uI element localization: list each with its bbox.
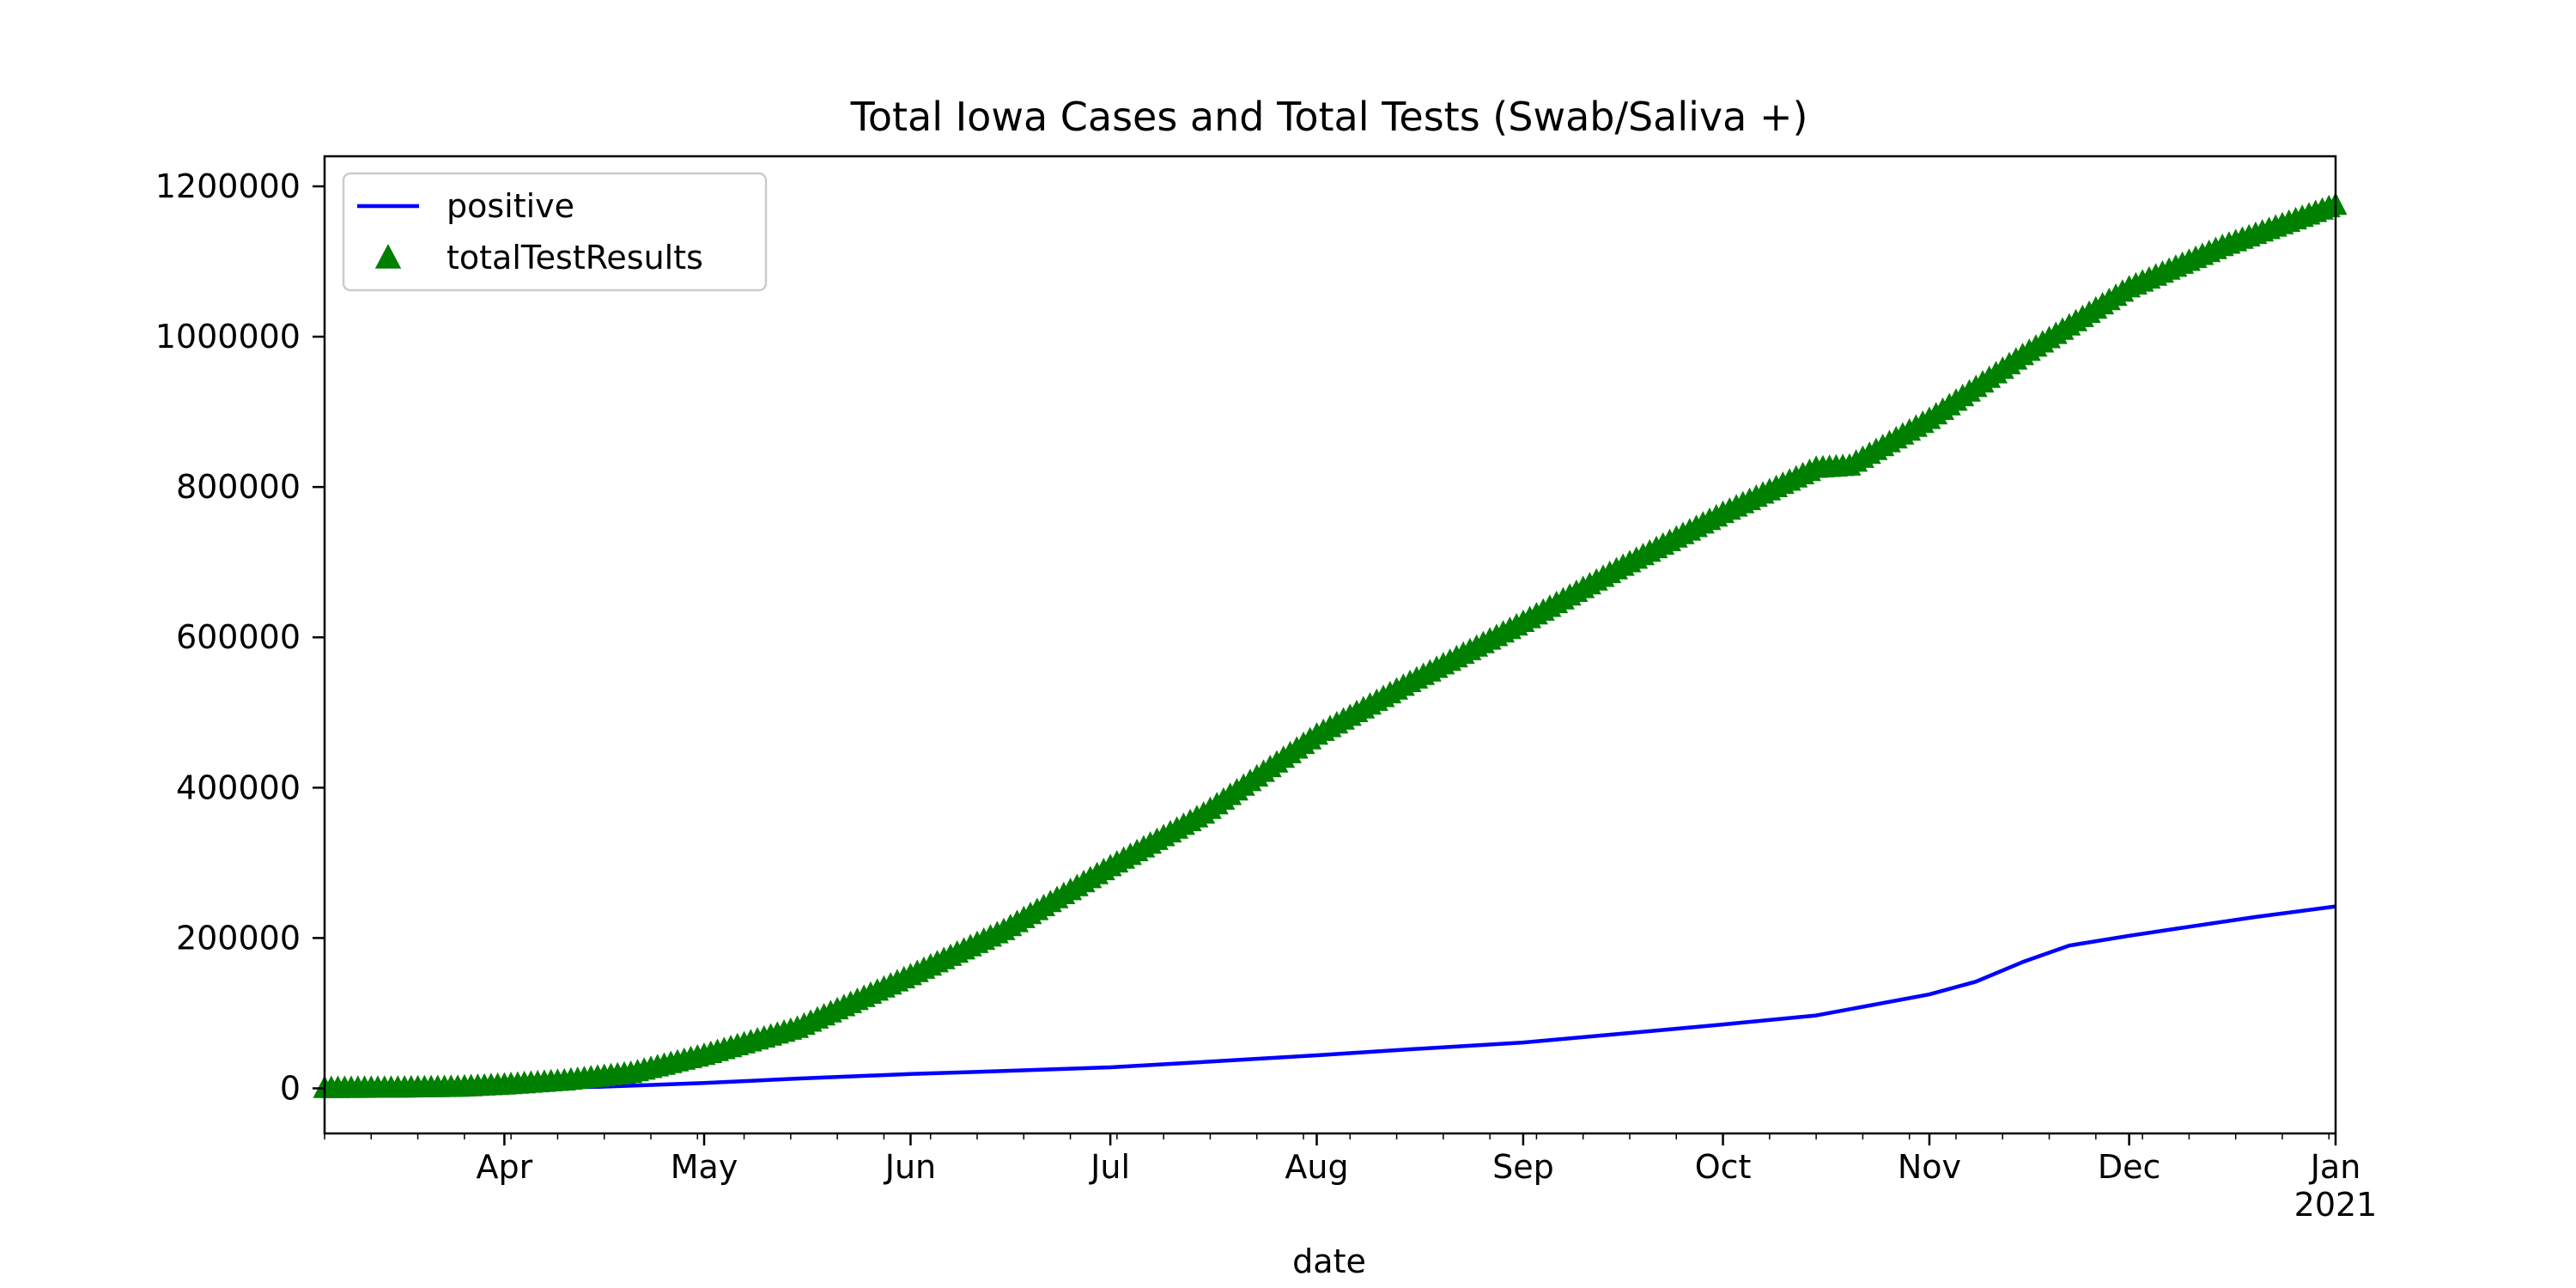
y-tick-label: 800000 — [176, 468, 301, 506]
x-tick-label: Apr — [477, 1148, 533, 1186]
chart-title: Total Iowa Cases and Total Tests (Swab/S… — [850, 94, 1808, 140]
x-tick-label: May — [671, 1148, 738, 1186]
series-positive — [324, 904, 2336, 1091]
y-tick-label: 400000 — [176, 769, 301, 806]
plot-frame — [323, 155, 2337, 1135]
y-tick-label: 1000000 — [155, 318, 301, 355]
legend-triangle-swatch — [374, 244, 402, 269]
x-tick-label: Oct — [1695, 1148, 1752, 1186]
legend-label: totalTestResults — [447, 239, 703, 276]
x-tick-label: Dec — [2098, 1148, 2161, 1186]
x-year-label: 2021 — [2294, 1186, 2378, 1224]
plot-area — [313, 191, 2348, 1098]
x-axis-label: date — [1292, 1242, 1366, 1280]
positive-line — [324, 904, 2336, 1091]
legend-label: positive — [447, 187, 574, 225]
x-tick-label: Aug — [1285, 1148, 1348, 1186]
x-tick-label: Nov — [1898, 1148, 1961, 1186]
y-tick-label: 600000 — [176, 618, 301, 656]
x-tick-label: Jan — [2309, 1148, 2361, 1186]
x-tick-label: Jun — [884, 1148, 936, 1186]
series-totalTestResults — [313, 191, 2348, 1098]
x-tick-label: Jul — [1089, 1148, 1130, 1186]
y-tick-label: 200000 — [176, 919, 301, 957]
y-tick-label: 0 — [280, 1069, 301, 1107]
y-axis: 0 200000 400000 600000 800000 1000000 1200000 — [155, 167, 325, 1107]
x-tick-label: Sep — [1492, 1148, 1554, 1186]
y-tick-label: 1200000 — [155, 167, 301, 205]
legend-box — [342, 172, 768, 292]
legend: positive totalTestResults — [342, 172, 768, 292]
